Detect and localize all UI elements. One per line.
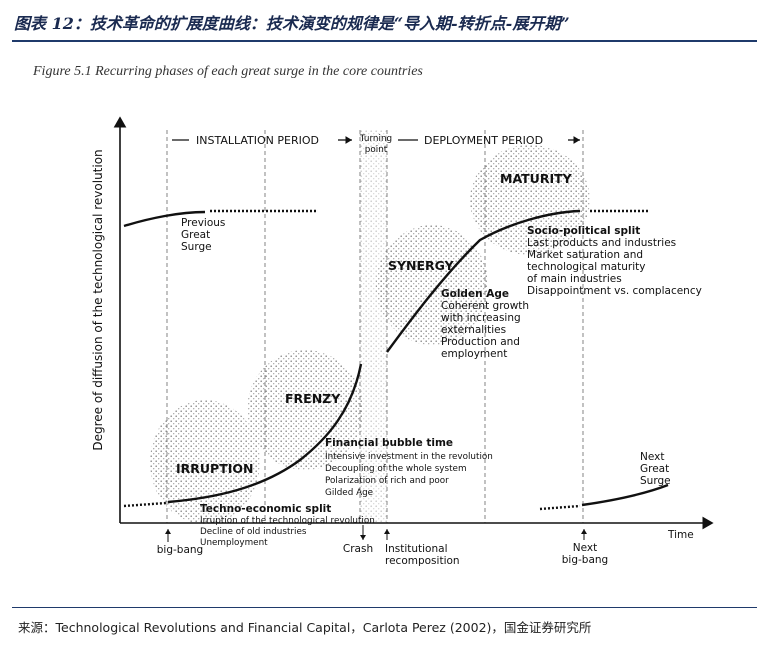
x-axis-label: Time: [667, 529, 694, 541]
financial-bubble-line-1: Intensive investment in the revolution: [325, 452, 493, 462]
socio-political-line-5: Disappointment vs. complacency: [527, 285, 702, 297]
previous-surge-label-1: Previous: [181, 217, 225, 229]
next-surge-label-2: Great: [640, 463, 669, 475]
golden-age-line-2: with increasing: [441, 312, 521, 324]
institutional-label-2: recomposition: [385, 555, 460, 567]
frenzy-blob: [247, 350, 363, 470]
page-title: 图表 12：技术革命的扩展度曲线：技术演变的规律是“导入期-转折点-展开期”: [14, 14, 570, 33]
institutional-label-1: Institutional: [385, 543, 448, 555]
next-surge-dotted: [539, 504, 581, 511]
financial-bubble-line-3: Polarization of rich and poor: [325, 476, 449, 486]
financial-bubble-title: Financial bubble time: [325, 437, 453, 449]
previous-surge-label-3: Surge: [181, 241, 212, 253]
installation-curve: [167, 363, 363, 504]
phase-maturity: MATURITY: [500, 171, 573, 186]
figure-caption: Figure 5.1 Recurring phases of each grea…: [33, 64, 423, 79]
next-surge-label-3: Surge: [640, 475, 671, 487]
techno-economic-line-2: Decline of old industries: [200, 527, 307, 537]
maturity-blob: [470, 145, 590, 255]
previous-surge-label-2: Great: [181, 229, 210, 241]
socio-political-line-3: technological maturity: [527, 261, 645, 273]
techno-economic-line-1: Irruption of the technological revolutio…: [200, 516, 375, 526]
golden-age-line-3: externalities: [441, 324, 506, 336]
socio-political-line-2: Market saturation and: [527, 249, 643, 261]
phase-synergy: SYNERGY: [388, 258, 455, 273]
phase-frenzy: FRENZY: [285, 391, 341, 406]
installation-period-label: INSTALLATION PERIOD: [196, 134, 319, 147]
socio-political-line-1: Last products and industries: [527, 237, 676, 249]
phase-irruption: IRRUPTION: [176, 461, 253, 476]
financial-bubble-line-2: Decoupling of the whole system: [325, 464, 467, 474]
header-divider: [12, 40, 757, 42]
next-big-bang-label-2: big-bang: [562, 554, 608, 566]
socio-political-line-4: of main industries: [527, 273, 622, 285]
deployment-curve: [386, 209, 581, 353]
golden-age-line-4: Production and: [441, 336, 520, 348]
previous-surge-curve: [123, 210, 206, 228]
synergy-blob: [376, 225, 488, 345]
golden-age-line-1: Coherent growth: [441, 300, 529, 312]
surge-diagram: Degree of diffusion of the technological…: [91, 116, 714, 567]
turning-point-label-2: point: [365, 145, 388, 155]
deployment-period-label: DEPLOYMENT PERIOD: [424, 134, 543, 147]
pre-surge-dotted: [123, 501, 167, 508]
financial-bubble-line-4: Gilded Age: [325, 488, 373, 498]
techno-economic-line-3: Unemployment: [200, 538, 268, 548]
golden-age-title: Golden Age: [441, 288, 509, 300]
footer-divider: [12, 607, 757, 608]
turning-point-band: [360, 130, 387, 523]
crash-label: Crash: [343, 543, 373, 555]
golden-age-line-5: employment: [441, 348, 507, 360]
techno-economic-title: Techno-economic split: [200, 503, 331, 515]
y-axis-label: Degree of diffusion of the technological…: [91, 149, 105, 450]
source-note: 来源：Technological Revolutions and Financi…: [18, 620, 592, 635]
next-surge-curve: [581, 483, 669, 507]
irruption-blob: [150, 400, 260, 524]
big-bang-label: big-bang: [157, 544, 203, 556]
next-surge-label-1: Next: [640, 451, 664, 463]
turning-point-label-1: Turning: [359, 134, 392, 144]
next-big-bang-label-1: Next: [573, 542, 597, 554]
socio-political-title: Socio-political split: [527, 225, 640, 237]
